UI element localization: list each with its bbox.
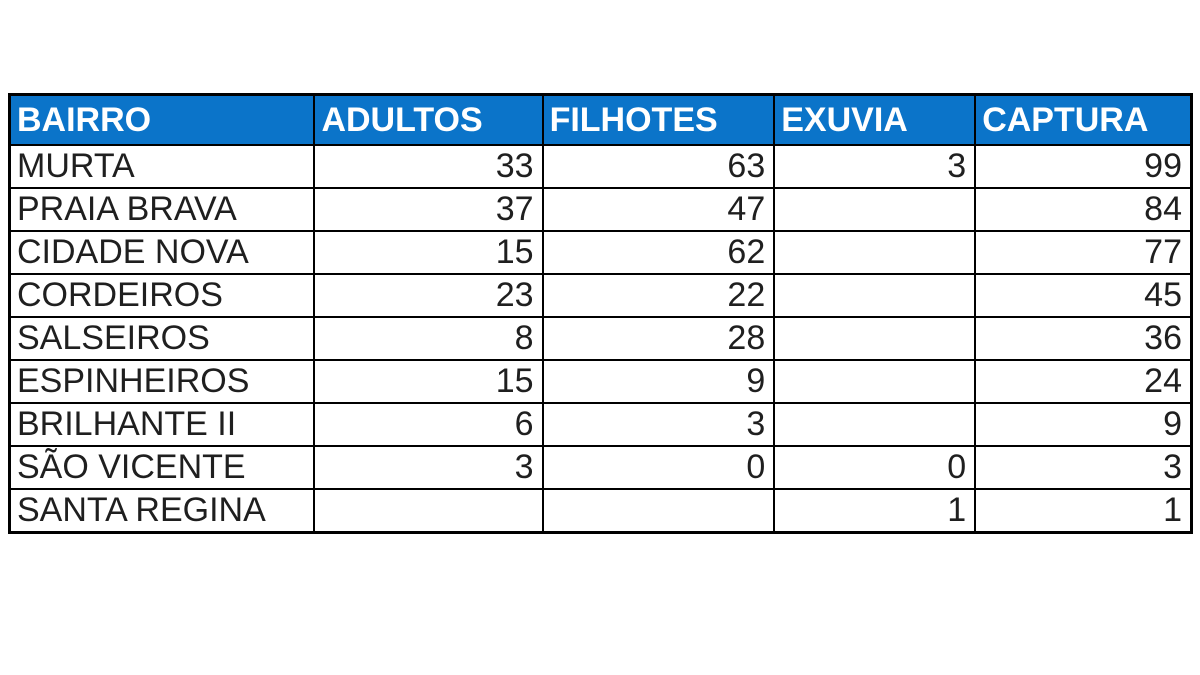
value-cell: 45 — [974, 273, 1193, 318]
value-cell: 36 — [974, 316, 1193, 361]
value-cell: 22 — [541, 273, 776, 318]
bairro-cell: SÃO VICENTE — [8, 445, 316, 490]
value-cell: 3 — [541, 402, 776, 447]
bairro-cell: PRAIA BRAVA — [8, 187, 316, 232]
bairro-cell: ESPINHEIROS — [8, 359, 316, 404]
table-row: PRAIA BRAVA 37 47 84 — [8, 187, 1193, 232]
bairro-cell: SALSEIROS — [8, 316, 316, 361]
header-row: BAIRRO ADULTOS FILHOTES EXUVIA CAPTURA — [8, 93, 1193, 146]
column-header-captura: CAPTURA — [974, 93, 1193, 146]
value-cell: 33 — [313, 144, 544, 189]
value-cell: 23 — [313, 273, 544, 318]
table-row: SALSEIROS 8 28 36 — [8, 316, 1193, 361]
table-row: SÃO VICENTE 3 0 0 3 — [8, 445, 1193, 490]
value-cell: 8 — [313, 316, 544, 361]
column-header-bairro: BAIRRO — [8, 93, 316, 146]
value-cell: 24 — [974, 359, 1193, 404]
bairro-cell: SANTA REGINA — [8, 488, 316, 534]
value-cell: 9 — [541, 359, 776, 404]
value-cell: 3 — [313, 445, 544, 490]
value-cell — [541, 488, 776, 534]
column-header-filhotes: FILHOTES — [541, 93, 776, 146]
column-header-adultos: ADULTOS — [313, 93, 544, 146]
value-cell: 6 — [313, 402, 544, 447]
value-cell: 47 — [541, 187, 776, 232]
value-cell: 62 — [541, 230, 776, 275]
table-body: MURTA 33 63 3 99 PRAIA BRAVA 37 47 84 CIDADE NOVA… — [8, 144, 1193, 534]
value-cell: 3 — [974, 445, 1193, 490]
value-cell: 28 — [541, 316, 776, 361]
value-cell: 99 — [974, 144, 1193, 189]
value-cell: 63 — [541, 144, 776, 189]
value-cell: 1 — [773, 488, 977, 534]
value-cell — [773, 316, 977, 361]
table-row: CORDEIROS 23 22 45 — [8, 273, 1193, 318]
value-cell: 9 — [974, 402, 1193, 447]
column-header-exuvia: EXUVIA — [773, 93, 977, 146]
table-row: BRILHANTE II 6 3 9 — [8, 402, 1193, 447]
capture-summary-table: BAIRRO ADULTOS FILHOTES EXUVIA CAPTURA M… — [8, 93, 1193, 534]
value-cell — [773, 359, 977, 404]
value-cell: 0 — [773, 445, 977, 490]
table-row: SANTA REGINA 1 1 — [8, 488, 1193, 534]
value-cell: 15 — [313, 230, 544, 275]
value-cell — [773, 230, 977, 275]
value-cell: 1 — [974, 488, 1193, 534]
bairro-cell: BRILHANTE II — [8, 402, 316, 447]
value-cell — [773, 402, 977, 447]
bairro-cell: CORDEIROS — [8, 273, 316, 318]
value-cell: 77 — [974, 230, 1193, 275]
value-cell — [313, 488, 544, 534]
table-row: ESPINHEIROS 15 9 24 — [8, 359, 1193, 404]
value-cell: 3 — [773, 144, 977, 189]
table-row: MURTA 33 63 3 99 — [8, 144, 1193, 189]
value-cell: 0 — [541, 445, 776, 490]
value-cell — [773, 273, 977, 318]
value-cell: 84 — [974, 187, 1193, 232]
bairro-cell: MURTA — [8, 144, 316, 189]
value-cell: 37 — [313, 187, 544, 232]
value-cell: 15 — [313, 359, 544, 404]
bairro-cell: CIDADE NOVA — [8, 230, 316, 275]
table-header: BAIRRO ADULTOS FILHOTES EXUVIA CAPTURA — [8, 93, 1193, 146]
table-row: CIDADE NOVA 15 62 77 — [8, 230, 1193, 275]
value-cell — [773, 187, 977, 232]
